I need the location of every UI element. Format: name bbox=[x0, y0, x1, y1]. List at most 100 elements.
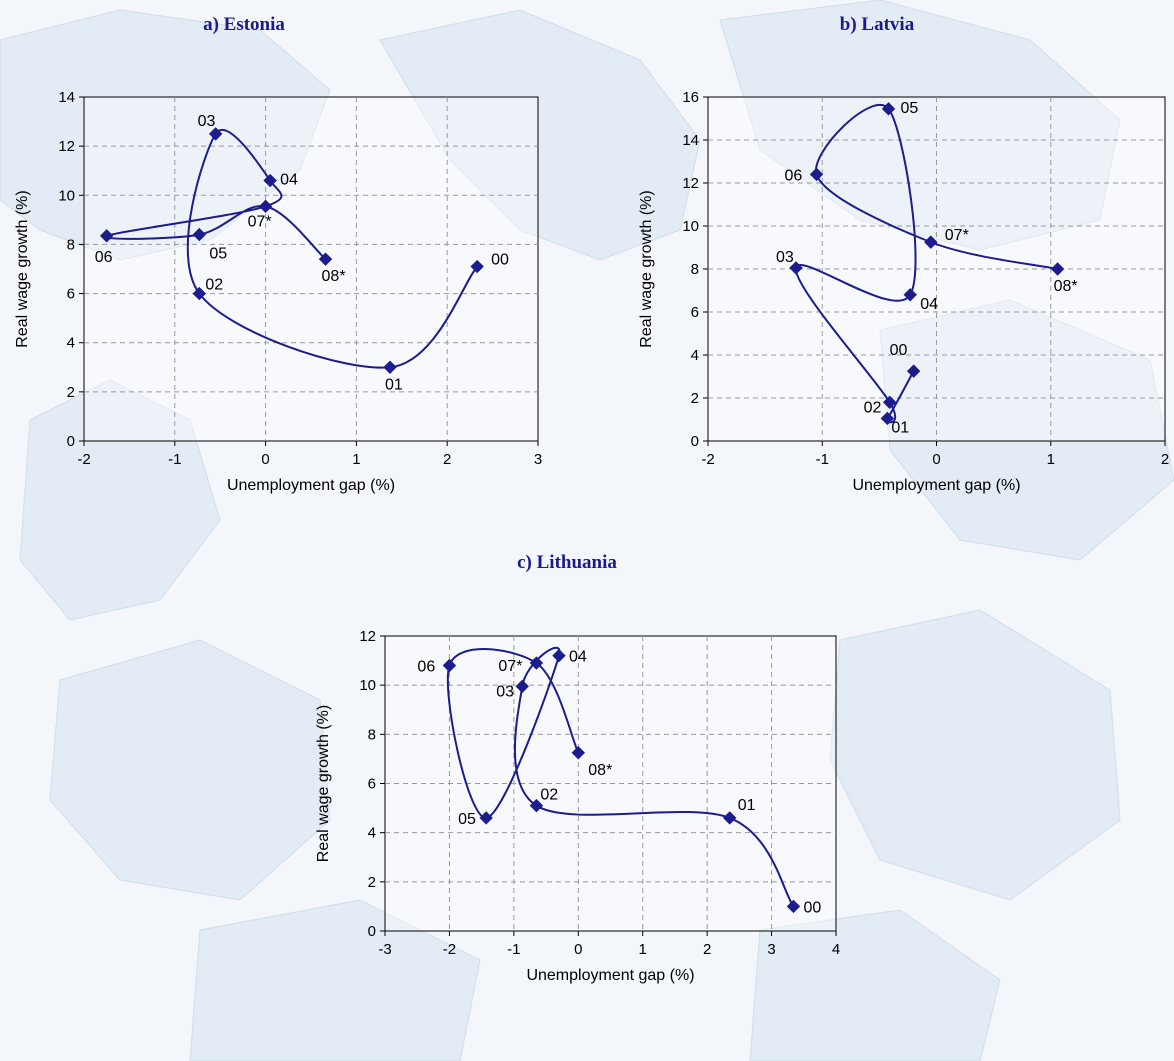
data-point-label: 00 bbox=[890, 342, 908, 359]
data-point-label: 00 bbox=[803, 899, 821, 916]
data-point-marker bbox=[809, 167, 824, 182]
y-tick-label: 4 bbox=[67, 335, 75, 352]
data-point-marker bbox=[722, 811, 737, 825]
x-tick-label: 2 bbox=[443, 451, 451, 468]
x-tick-label: 3 bbox=[767, 941, 775, 958]
data-point-marker bbox=[192, 227, 207, 242]
x-tick-label: 3 bbox=[534, 451, 542, 468]
y-tick-label: 6 bbox=[691, 304, 699, 321]
data-point-label: 04 bbox=[569, 649, 587, 666]
x-tick-label: -2 bbox=[701, 451, 714, 468]
y-tick-label: 12 bbox=[359, 628, 376, 645]
x-axis-label: Unemployment gap (%) bbox=[227, 477, 395, 494]
data-point-label: 01 bbox=[738, 797, 756, 814]
x-tick-label: -1 bbox=[816, 451, 829, 468]
y-tick-label: 8 bbox=[368, 726, 376, 743]
data-point-marker bbox=[881, 102, 896, 116]
data-point-marker bbox=[552, 648, 566, 663]
data-point-marker bbox=[1050, 262, 1065, 276]
x-tick-label: -2 bbox=[443, 941, 456, 958]
y-axis-label: Real wage growth (%) bbox=[315, 705, 332, 862]
data-point-marker bbox=[515, 679, 529, 694]
data-point-marker bbox=[529, 656, 544, 670]
chart-title-latvia: b) Latvia bbox=[839, 14, 915, 35]
plot-area bbox=[83, 96, 539, 442]
y-tick-label: 4 bbox=[368, 825, 376, 842]
data-point-marker bbox=[479, 811, 493, 825]
data-point-marker bbox=[924, 235, 938, 249]
data-point-label: 03 bbox=[496, 683, 514, 700]
data-point-label: 08* bbox=[1054, 278, 1078, 295]
x-tick-label: 2 bbox=[703, 941, 711, 958]
data-point-label: 08* bbox=[588, 762, 612, 779]
y-tick-label: 0 bbox=[691, 433, 699, 450]
x-tick-label: -2 bbox=[77, 451, 90, 468]
x-tick-label: 0 bbox=[261, 451, 269, 468]
chart-title-lithuania: c) Lithuania bbox=[517, 552, 617, 573]
y-axis-label: Real wage growth (%) bbox=[14, 190, 31, 347]
data-point-label: 05 bbox=[901, 100, 919, 117]
data-point-marker bbox=[789, 261, 803, 275]
data-point-label: 08* bbox=[322, 268, 346, 285]
data-point-label: 04 bbox=[920, 296, 938, 313]
data-point-label: 06 bbox=[785, 167, 803, 184]
y-tick-label: 6 bbox=[67, 286, 75, 303]
data-point-marker bbox=[318, 252, 333, 266]
data-point-label: 05 bbox=[458, 811, 476, 828]
data-point-marker bbox=[571, 746, 585, 760]
data-point-marker bbox=[786, 899, 801, 914]
data-point-label: 06 bbox=[417, 659, 435, 676]
y-axis-label: Real wage growth (%) bbox=[638, 190, 655, 347]
x-tick-label: 0 bbox=[574, 941, 582, 958]
data-point-label: 02 bbox=[540, 787, 558, 804]
y-tick-label: 8 bbox=[691, 261, 699, 278]
data-point-marker bbox=[99, 229, 114, 243]
data-point-marker bbox=[882, 395, 897, 410]
y-tick-label: 10 bbox=[359, 677, 376, 694]
data-point-label: 05 bbox=[209, 246, 227, 263]
x-tick-label: 4 bbox=[832, 941, 840, 958]
x-axis-label: Unemployment gap (%) bbox=[852, 477, 1020, 494]
y-tick-label: 16 bbox=[682, 89, 699, 106]
x-tick-label: 1 bbox=[1047, 451, 1055, 468]
y-tick-label: 2 bbox=[67, 384, 75, 401]
y-tick-label: 6 bbox=[368, 776, 376, 793]
x-tick-label: -1 bbox=[168, 451, 181, 468]
data-point-marker bbox=[383, 360, 397, 374]
data-point-marker bbox=[906, 364, 921, 378]
y-tick-label: 10 bbox=[682, 218, 699, 235]
data-point-label: 06 bbox=[95, 249, 113, 266]
chart-title-estonia: a) Estonia bbox=[203, 14, 285, 35]
y-tick-label: 2 bbox=[691, 390, 699, 407]
data-point-label: 03 bbox=[776, 249, 794, 266]
y-tick-label: 0 bbox=[368, 923, 376, 940]
x-axis-label: Unemployment gap (%) bbox=[526, 967, 694, 984]
x-tick-label: 1 bbox=[639, 941, 647, 958]
series-line bbox=[794, 104, 1058, 424]
x-tick-label: 1 bbox=[352, 451, 360, 468]
data-point-label: 03 bbox=[198, 113, 216, 130]
data-point-marker bbox=[442, 658, 457, 673]
y-tick-label: 2 bbox=[368, 874, 376, 891]
data-point-marker bbox=[258, 199, 273, 214]
y-tick-label: 12 bbox=[58, 138, 75, 155]
y-tick-label: 14 bbox=[58, 89, 75, 106]
data-point-label: 00 bbox=[491, 252, 509, 269]
x-tick-label: -1 bbox=[507, 941, 520, 958]
data-point-marker bbox=[192, 286, 207, 301]
y-tick-label: 12 bbox=[682, 175, 699, 192]
y-tick-label: 8 bbox=[67, 236, 75, 253]
data-point-label: 02 bbox=[864, 399, 882, 416]
data-point-marker bbox=[208, 127, 223, 141]
data-point-label: 01 bbox=[385, 376, 403, 393]
data-point-label: 01 bbox=[891, 419, 909, 436]
x-tick-label: -3 bbox=[378, 941, 391, 958]
x-tick-label: 0 bbox=[932, 451, 940, 468]
data-point-marker bbox=[470, 259, 484, 274]
data-point-label: 07* bbox=[945, 227, 969, 244]
x-tick-label: 2 bbox=[1161, 451, 1169, 468]
